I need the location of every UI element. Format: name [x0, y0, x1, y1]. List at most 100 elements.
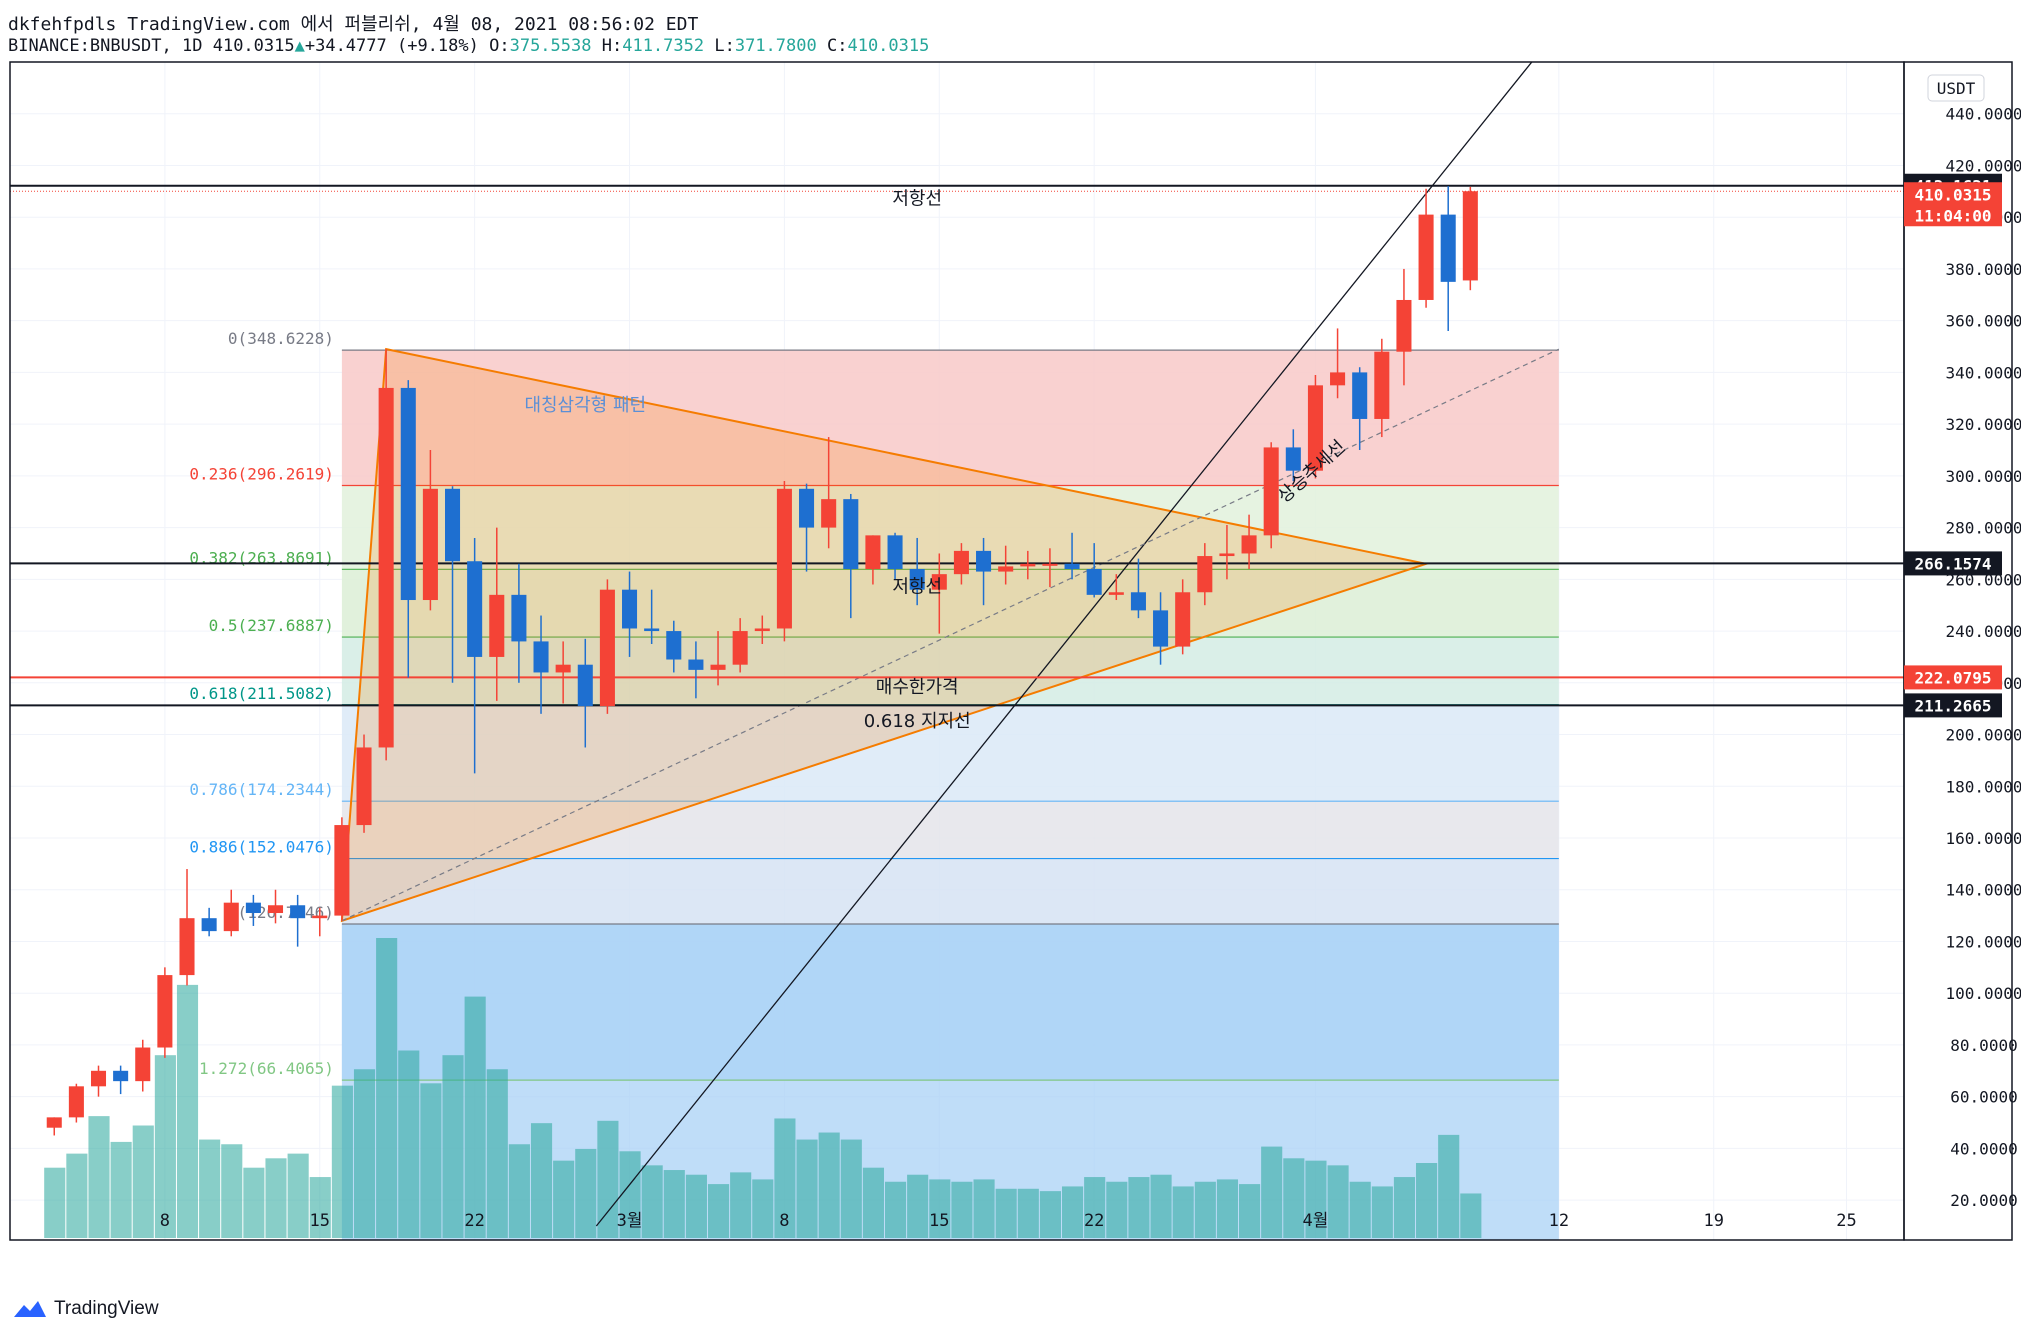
- candle-body: [754, 628, 770, 632]
- candle-body: [931, 574, 947, 590]
- current-price-tag: [1904, 182, 2002, 227]
- volume-bar: [1327, 1165, 1349, 1238]
- volume-bar: [973, 1179, 995, 1238]
- volume-bar: [1039, 1191, 1061, 1238]
- fib-level-label: 1.272(66.4065): [199, 1059, 334, 1078]
- volume-bar: [132, 1125, 154, 1238]
- volume-bar: [884, 1181, 907, 1238]
- volume-bar: [331, 1085, 353, 1238]
- candle-body: [1462, 191, 1478, 281]
- volume-bar: [154, 1055, 176, 1238]
- volume-bar: [1172, 1186, 1194, 1238]
- plot-area: 0(348.6228) 0.236(296.2619) 0.382(263.8691…: [10, 62, 1904, 1240]
- y-tick-label: 60.0000: [1950, 1088, 2017, 1107]
- fib-band: [341, 858, 1559, 924]
- candle-body: [710, 664, 726, 670]
- symbol-name[interactable]: BINANCE:BNBUSDT, 1D: [8, 36, 203, 56]
- high-label: H:: [601, 36, 623, 56]
- volume-bar: [1017, 1188, 1039, 1238]
- volume-bar: [752, 1179, 774, 1238]
- candle-body: [1020, 563, 1036, 567]
- candle-body: [1330, 372, 1346, 386]
- currency-box: [1927, 74, 1985, 102]
- candle-body: [267, 905, 284, 914]
- volume-bar: [575, 1148, 597, 1238]
- candle-body: [422, 488, 438, 601]
- low-label: L:: [714, 36, 735, 56]
- volume-bar: [1371, 1186, 1393, 1238]
- volume-bar: [707, 1184, 730, 1238]
- open-value: 375.5538: [509, 36, 592, 56]
- uptrend-line: [595, 62, 1533, 1227]
- volume-bar: [1239, 1184, 1261, 1238]
- candle-body: [1307, 385, 1323, 471]
- volume-bar: [420, 1083, 442, 1238]
- symmetric-triangle-pattern: [340, 347, 1430, 923]
- volume-bar: [1438, 1134, 1460, 1238]
- volume-bar: [1416, 1163, 1438, 1238]
- volume-bar: [265, 1158, 287, 1238]
- candle-body: [1130, 592, 1146, 611]
- chart-annotation: 저항선: [892, 188, 942, 209]
- x-tick-label: 25: [1836, 1211, 1856, 1231]
- candle-body: [1219, 553, 1235, 557]
- volume-bar: [1393, 1177, 1416, 1238]
- candle-body: [976, 550, 992, 572]
- candle-body: [865, 535, 881, 569]
- volume-bar: [730, 1172, 752, 1238]
- current-price-label: 410.0315: [1914, 185, 1991, 204]
- y-tick-label: 100.0000: [1945, 984, 2021, 1003]
- chart-annotation: 0.618 지지선: [864, 711, 971, 732]
- volume-bar: [951, 1181, 973, 1238]
- y-tick-label: 340.0000: [1945, 363, 2021, 382]
- x-tick-label: 12: [1549, 1211, 1569, 1231]
- candle-body: [489, 594, 505, 657]
- candle-body: [1042, 563, 1058, 566]
- candle-body: [90, 1070, 107, 1087]
- volume-bar: [530, 1123, 553, 1238]
- candle-body: [312, 915, 328, 919]
- candle-body: [68, 1086, 84, 1118]
- candle-body: [223, 902, 239, 932]
- x-tick-label: 8: [160, 1211, 170, 1231]
- x-tick-label: 19: [1703, 1211, 1723, 1231]
- fib-level-label: 0.236(296.2619): [189, 465, 334, 484]
- price-axis-tag-label: 222.0795: [1914, 668, 1991, 687]
- candle-body: [378, 387, 394, 748]
- price-change: +34.4777 (+9.18%): [304, 36, 479, 56]
- price-axis-tag: [1904, 665, 2002, 690]
- candle-body: [533, 641, 549, 673]
- close-label: C:: [826, 36, 848, 56]
- volume-bar: [553, 1160, 575, 1238]
- tradingview-brand[interactable]: TradingView: [12, 1294, 159, 1324]
- volume-bar: [663, 1170, 685, 1238]
- x-tick-label: 22: [1084, 1211, 1104, 1231]
- candle-body: [245, 902, 261, 914]
- x-tick-label: 15: [310, 1211, 330, 1231]
- volume-bar: [685, 1174, 707, 1238]
- volume-bar: [110, 1141, 132, 1238]
- volume-bar: [1106, 1181, 1128, 1238]
- y-tick-label: 160.0000: [1945, 829, 2021, 848]
- volume-bar: [1084, 1177, 1106, 1238]
- candle-body: [1374, 351, 1390, 419]
- fib-band: [341, 569, 1559, 638]
- y-tick-label: 80.0000: [1950, 1036, 2017, 1055]
- x-tick-label: 3월: [617, 1211, 643, 1231]
- candle-body: [1175, 592, 1191, 647]
- candle-body: [1263, 447, 1279, 536]
- x-tick-label: 8: [779, 1211, 789, 1231]
- y-tick-label: 380.0000: [1945, 260, 2021, 279]
- x-tick-label: 22: [464, 1211, 484, 1231]
- volume-bar: [597, 1120, 619, 1238]
- volume-bar: [1349, 1181, 1371, 1238]
- volume-bar: [818, 1132, 840, 1238]
- candle-body: [356, 747, 372, 826]
- volume-bar: [929, 1179, 951, 1238]
- low-value: 371.7800: [734, 36, 817, 56]
- volume-bar: [1261, 1146, 1283, 1238]
- volume-bar: [641, 1165, 663, 1238]
- fib-level-label: 0.5(237.6887): [209, 616, 334, 635]
- volume-bar: [1150, 1174, 1172, 1238]
